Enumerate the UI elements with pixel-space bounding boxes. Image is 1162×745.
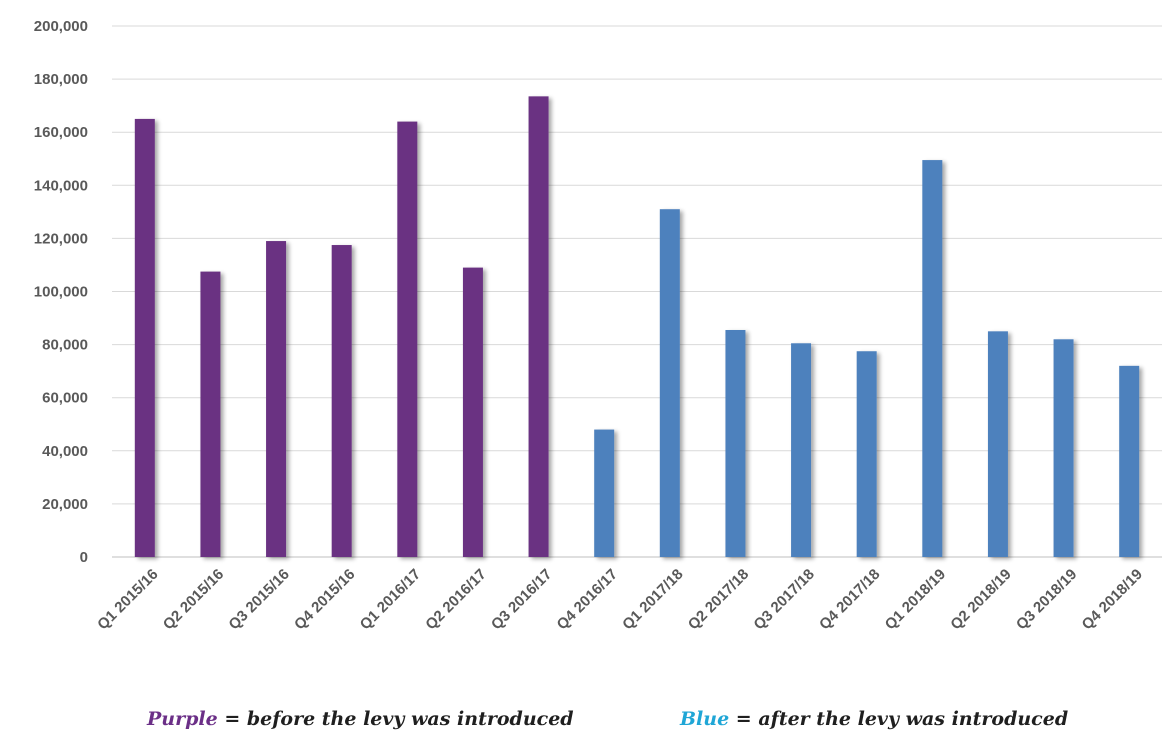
bar-q1-2015-16 (134, 118, 155, 558)
legend-purple-text: = before the levy was introduced (217, 708, 574, 730)
x-tick-label: Q1 2015/16 (94, 566, 161, 633)
bar-q2-2018-19 (987, 331, 1008, 557)
bar-q2-2016-17 (462, 267, 483, 557)
y-tick-label: 200,000 (34, 18, 88, 35)
x-tick-label: Q4 2018/19 (1079, 566, 1146, 633)
x-tick-label: Q3 2016/17 (488, 566, 555, 633)
x-tick-label: Q4 2015/16 (291, 566, 358, 633)
x-tick-label: Q2 2015/16 (160, 566, 227, 633)
bar-q1-2017-18 (659, 209, 680, 557)
legend-blue-text: = after the levy was introduced (729, 708, 1069, 730)
y-tick-label: 20,000 (42, 496, 88, 513)
legend-before-levy: Purple = before the levy was introduced (147, 708, 574, 730)
gridlines (112, 25, 1162, 558)
x-tick-label: Q3 2017/18 (750, 566, 817, 633)
y-tick-label: 80,000 (42, 337, 88, 354)
legend-after-levy: Blue = after the levy was introduced (680, 708, 1068, 730)
bar-chart: 0 20,000 40,000 60,000 80,000 100,000 120,000 1… (34, 18, 1162, 633)
y-tick-label: 180,000 (34, 71, 88, 88)
bar-q3-2017-18 (791, 343, 812, 557)
bar-q4-2018-19 (1119, 365, 1140, 557)
y-tick-label: 120,000 (34, 230, 88, 247)
bar-q2-2017-18 (725, 329, 746, 557)
legend-blue-key: Blue (680, 708, 730, 730)
bar-q3-2015-16 (266, 241, 287, 557)
x-tick-label: Q2 2018/19 (947, 566, 1014, 633)
y-tick-label: 100,000 (34, 284, 88, 301)
bar-q2-2015-16 (200, 271, 221, 557)
bars (134, 96, 1140, 558)
x-tick-label: Q4 2017/18 (816, 566, 883, 633)
x-tick-label: Q1 2017/18 (619, 566, 686, 633)
bar-q1-2016-17 (397, 121, 418, 557)
y-tick-label: 160,000 (34, 124, 88, 141)
bar-q4-2016-17 (594, 429, 615, 557)
bar-q3-2018-19 (1053, 339, 1074, 557)
y-tick-label: 0 (80, 549, 88, 566)
y-tick-label: 60,000 (42, 390, 88, 407)
x-tick-label: Q2 2017/18 (685, 566, 752, 633)
bar-q3-2016-17 (528, 96, 549, 558)
x-tick-label: Q1 2018/19 (882, 566, 949, 633)
legend-purple-key: Purple (147, 708, 218, 730)
bar-q4-2015-16 (331, 245, 352, 557)
x-tick-label: Q3 2018/19 (1013, 566, 1080, 633)
y-tick-label: 40,000 (42, 443, 88, 460)
x-tick-label: Q4 2016/17 (554, 566, 621, 633)
y-tick-label: 140,000 (34, 177, 88, 194)
x-tick-label: Q1 2016/17 (357, 566, 424, 633)
x-tick-label: Q2 2016/17 (422, 566, 489, 633)
y-axis-tick-labels: 0 20,000 40,000 60,000 80,000 100,000 120,000 1… (34, 18, 88, 566)
x-tick-label: Q3 2015/16 (225, 566, 292, 633)
bar-q4-2017-18 (856, 351, 877, 557)
bar-q1-2018-19 (922, 160, 943, 557)
